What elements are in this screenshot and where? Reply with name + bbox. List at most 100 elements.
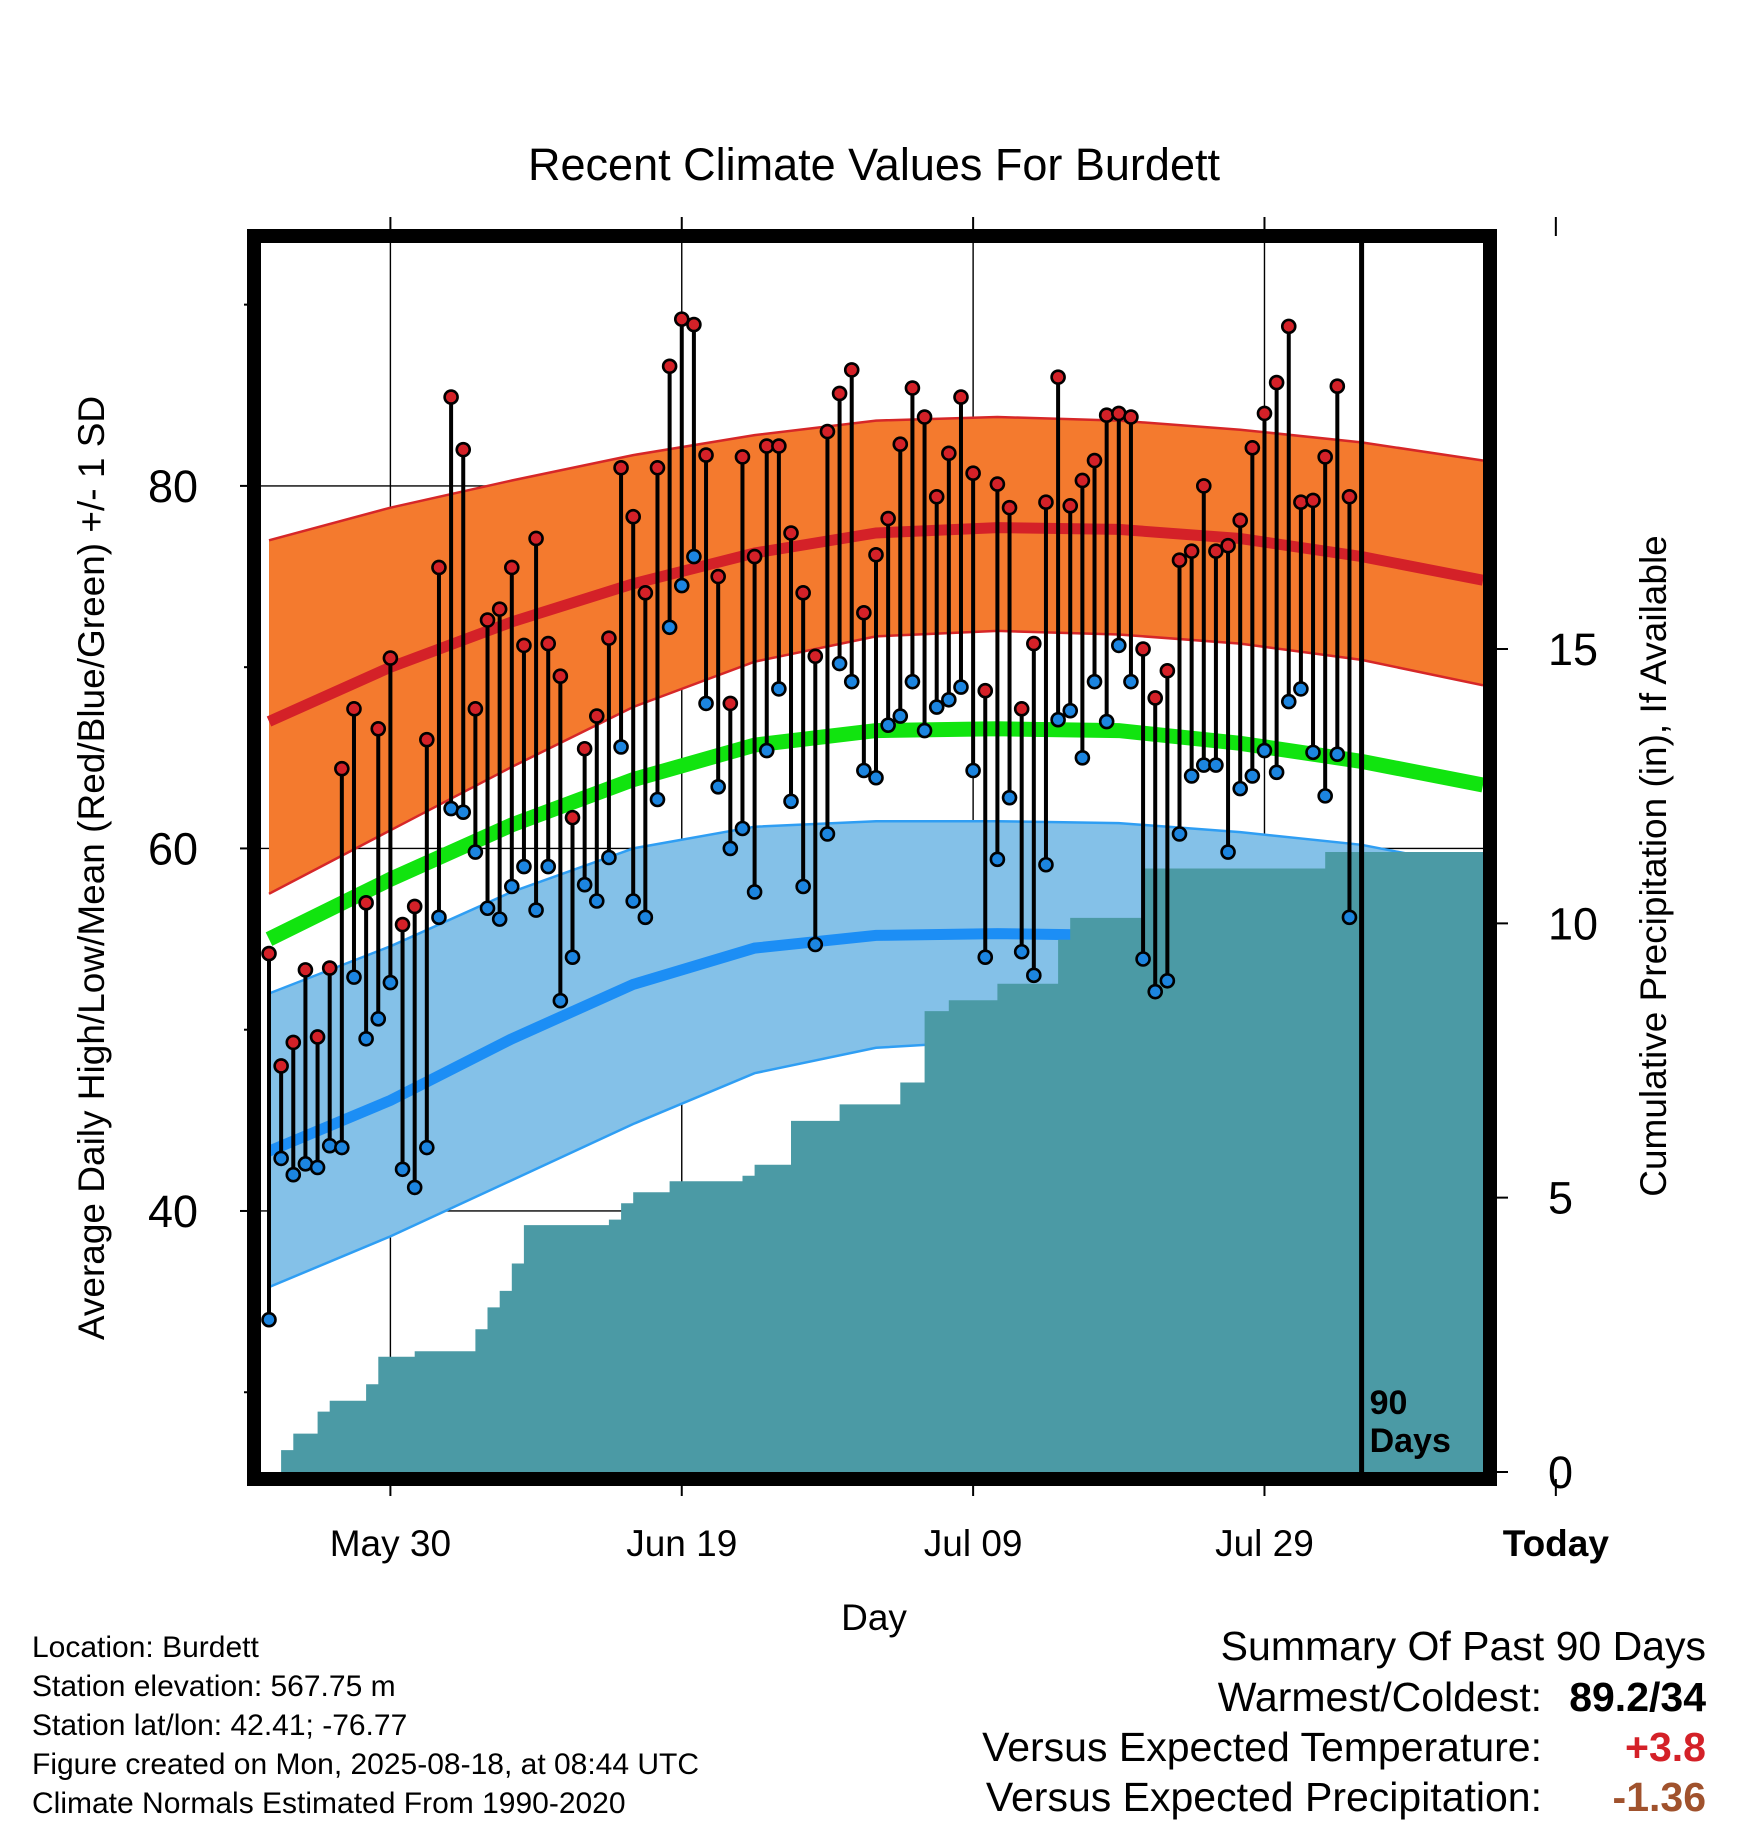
- daily-low-point: [1001, 789, 1018, 806]
- daily-high-point: [783, 525, 799, 541]
- daily-low-point: [843, 673, 860, 690]
- daily-low-point: [977, 949, 994, 965]
- daily-high-point: [406, 898, 423, 915]
- low-sd-upper-line: [268, 819, 1483, 995]
- daily-high-point: [1220, 537, 1236, 554]
- daily-high-point: [273, 1058, 289, 1074]
- daily-low-point: [856, 762, 872, 779]
- daily-low-point: [370, 1011, 387, 1027]
- daily-low-point: [698, 695, 714, 712]
- daily-low-point: [1220, 844, 1236, 860]
- daily-low-point: [1268, 764, 1285, 781]
- daily-high-point: [1244, 440, 1261, 456]
- daily-low-point: [613, 739, 629, 755]
- daily-low-point: [346, 969, 362, 985]
- y2-tick-label: 0: [1548, 1447, 1573, 1498]
- daily-low-point: [953, 679, 969, 695]
- daily-low-point: [868, 769, 884, 786]
- daily-low-point: [831, 655, 848, 672]
- daily-low-point: [321, 1137, 338, 1154]
- daily-low-point: [576, 876, 593, 893]
- daily-low-point: [880, 717, 896, 733]
- created-text: Figure created on Mon, 2025-08-18, at 08…: [32, 1748, 700, 1781]
- daily-high-point: [1208, 543, 1224, 559]
- daily-high-point: [552, 668, 569, 685]
- daily-low-point: [1111, 637, 1127, 654]
- daily-high-point: [467, 701, 484, 717]
- daily-low-point: [1026, 967, 1042, 984]
- daily-high-point: [892, 436, 909, 453]
- plot-frame: [247, 229, 1497, 1486]
- daily-high-point: [1074, 472, 1091, 489]
- daily-low-point: [771, 681, 787, 697]
- daily-low-point: [431, 909, 447, 926]
- x-axis-label: Day: [841, 1597, 907, 1638]
- daily-high-point: [880, 510, 896, 527]
- x-tick-label: May 30: [330, 1523, 451, 1564]
- daily-low-point: [1317, 788, 1333, 804]
- today-marker-label: Days: [1370, 1422, 1451, 1460]
- daily-high-point: [1305, 492, 1321, 509]
- today-marker-label: 90: [1370, 1384, 1408, 1422]
- daily-low-point: [503, 878, 520, 895]
- daily-high-point: [503, 559, 520, 576]
- daily-low-point: [273, 1150, 289, 1167]
- daily-low-point: [722, 840, 739, 857]
- precip-departure-row: Versus Expected Precipitation: -1.36: [982, 1772, 1706, 1822]
- daily-low-point: [661, 619, 678, 636]
- daily-low-point: [710, 779, 726, 795]
- elevation-text: Station elevation: 567.75 m: [32, 1670, 396, 1703]
- daily-high-point: [637, 585, 654, 601]
- daily-high-point: [297, 962, 314, 978]
- y-tick-label: 60: [148, 823, 198, 874]
- daily-high-point: [807, 648, 824, 665]
- daily-low-point: [1098, 713, 1115, 730]
- daily-low-point: [989, 851, 1006, 868]
- daily-high-point: [1317, 449, 1333, 465]
- daily-high-point: [443, 389, 459, 405]
- temp-departure-row: Versus Expected Temperature: +3.8: [982, 1722, 1706, 1772]
- daily-low-point: [601, 849, 617, 866]
- daily-low-point: [1171, 826, 1188, 842]
- chart-title: Recent Climate Values For Burdett: [528, 139, 1220, 190]
- daily-high-point: [370, 720, 387, 737]
- daily-low-point: [334, 1139, 350, 1156]
- daily-high-point: [540, 635, 557, 652]
- daily-high-point: [309, 1029, 326, 1045]
- daily-low-point: [904, 673, 921, 690]
- daily-high-point: [771, 438, 787, 454]
- daily-high-point: [1159, 662, 1176, 679]
- daily-low-point: [625, 893, 642, 909]
- daily-high-point: [261, 945, 277, 962]
- daily-low-point: [1329, 746, 1346, 762]
- daily-low-point: [758, 742, 775, 759]
- daily-high-point: [491, 601, 508, 617]
- daily-low-point: [1183, 768, 1200, 784]
- daily-high-point: [953, 389, 969, 405]
- daily-low-point: [419, 1139, 435, 1156]
- daily-high-point: [1026, 635, 1042, 652]
- station-info: Location: Burdett Station elevation: 567…: [32, 1628, 699, 1823]
- daily-high-point: [1329, 378, 1346, 395]
- daily-low-point: [1280, 693, 1297, 710]
- daily-low-point: [783, 793, 799, 810]
- daily-high-point: [516, 637, 532, 654]
- daily-low-point: [358, 1030, 374, 1047]
- daily-high-point: [856, 604, 872, 621]
- daily-low-point: [1013, 943, 1030, 960]
- y2-axis-label: Cumulative Precipitation (in), If Availa…: [1633, 535, 1674, 1197]
- daily-high-point: [1013, 701, 1030, 717]
- daily-high-point: [479, 612, 496, 628]
- location-text: Location: Burdett: [32, 1631, 259, 1664]
- daily-high-point: [928, 488, 945, 505]
- daily-high-point: [1268, 374, 1285, 391]
- daily-high-point: [1086, 452, 1103, 469]
- daily-low-point: [1135, 951, 1151, 967]
- daily-high-point: [698, 447, 714, 463]
- daily-high-point: [916, 409, 933, 425]
- daily-high-point: [673, 311, 690, 327]
- x-tick-label: Jul 29: [1215, 1523, 1314, 1564]
- y-tick-label: 40: [148, 1186, 198, 1237]
- daily-low-point: [637, 909, 654, 926]
- y-tick-label: 80: [148, 461, 198, 512]
